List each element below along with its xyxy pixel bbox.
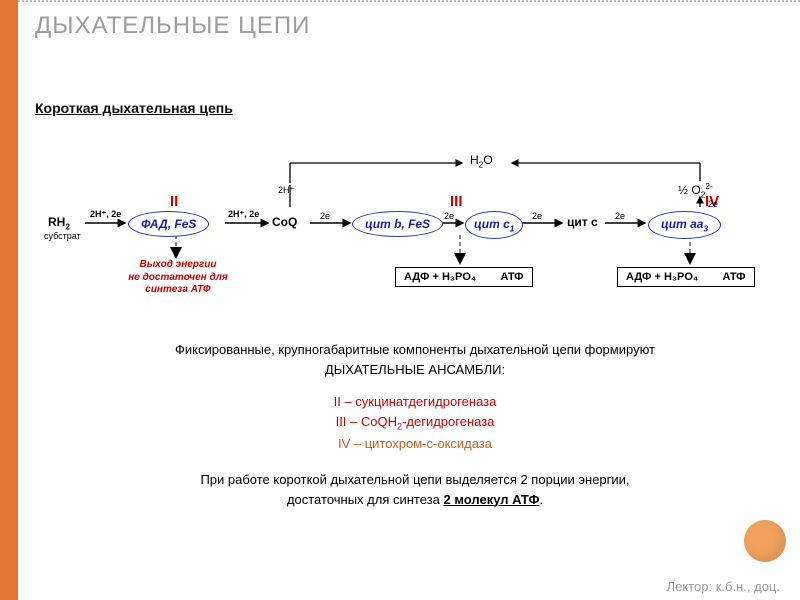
node-cytc: цит c — [567, 215, 598, 229]
atp-box-2: АДФ + H₃PO₄ АТФ — [617, 267, 755, 287]
energy-note: Выход энергиине достаточен длясинтеза АТ… — [118, 259, 238, 297]
rh2-caption: субстрат — [44, 231, 81, 241]
label-2hplus: 2H⁺ — [278, 185, 294, 196]
atp-box-1: АДФ + H₃PO₄ АТФ — [395, 267, 533, 287]
top-dotted-line — [18, 0, 800, 2]
subtitle: Короткая дыхательная цепь — [35, 100, 233, 116]
decorative-circle — [744, 520, 786, 562]
label-2e-4: 2e — [615, 211, 625, 221]
label-2h2e-1: 2H⁺, 2e — [90, 209, 121, 220]
roman-III: III — [450, 193, 463, 210]
enzyme-list: II – сукцинатдегидрогеназа III – CoQH2-д… — [60, 392, 770, 453]
complex-II: ФАД, FeS — [128, 211, 209, 237]
enzyme-II: II – сукцинатдегидрогеназа — [60, 392, 770, 412]
enzyme-IV: IV – цитохром-c-оксидаза — [60, 434, 770, 454]
node-rh2: RH2 — [48, 215, 70, 231]
paragraph-1: Фиксированные, крупногабаритные компонен… — [60, 340, 770, 379]
roman-II: II — [170, 193, 178, 210]
label-h2o: H2O — [470, 153, 493, 169]
paragraph-2: При работе короткой дыхательной цепи выд… — [60, 470, 770, 509]
label-2e-2: 2e — [444, 211, 454, 221]
page-title: ДЫХАТЕЛЬНЫЕ ЦЕПИ — [35, 12, 310, 40]
label-2e-3: 2e — [532, 211, 542, 221]
node-coq: CoQ — [272, 215, 297, 229]
label-2e-5: 2e — [708, 199, 718, 209]
label-half-o2: ½ O22- — [678, 181, 713, 199]
lecturer-credit: Лектор: к.б.н., доц. — [667, 579, 780, 594]
respiratory-chain-diagram: RH2 субстрат 2H⁺, 2e II ФАД, FeS 2H⁺, 2e… — [0, 135, 800, 310]
label-2h2e-2: 2H⁺, 2e — [228, 209, 259, 220]
enzyme-III: III – CoQH2-дегидрогеназа — [60, 412, 770, 434]
label-2e-1: 2e — [320, 211, 330, 221]
complex-III: цит b, FeS — [352, 211, 443, 237]
